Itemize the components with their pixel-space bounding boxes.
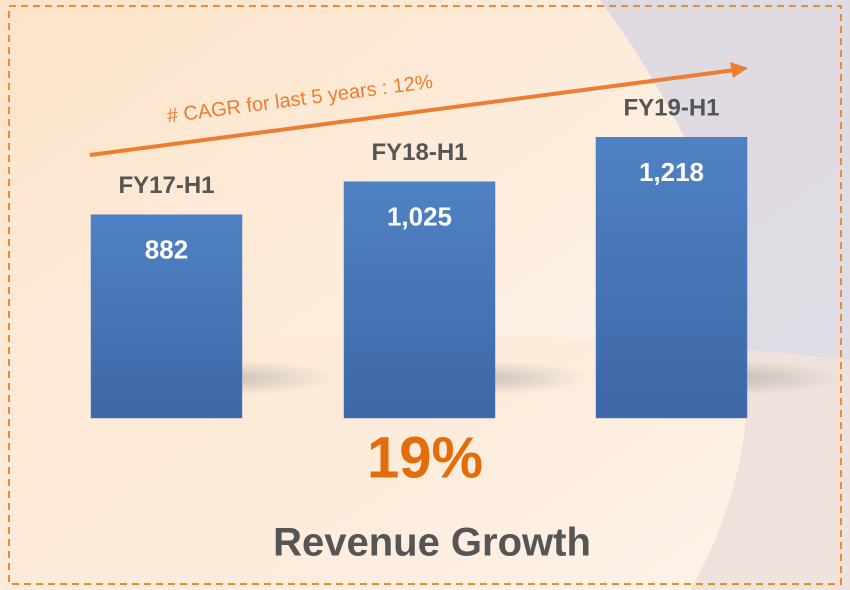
headline: 19% xyxy=(367,425,483,490)
category-label: FY18-H1 xyxy=(371,139,467,166)
cagr-arrow xyxy=(89,68,736,157)
category-label: FY17-H1 xyxy=(118,172,214,199)
value-label: 1,025 xyxy=(387,202,452,232)
arrow-head xyxy=(730,62,748,78)
dashed-border xyxy=(8,5,842,585)
caption: Revenue Growth xyxy=(273,521,591,565)
bar xyxy=(90,214,243,419)
value-label: 1,218 xyxy=(639,157,704,187)
category-label: FY19-H1 xyxy=(623,95,719,122)
bar xyxy=(595,137,748,419)
bar xyxy=(343,181,496,419)
value-label: 882 xyxy=(145,235,188,265)
